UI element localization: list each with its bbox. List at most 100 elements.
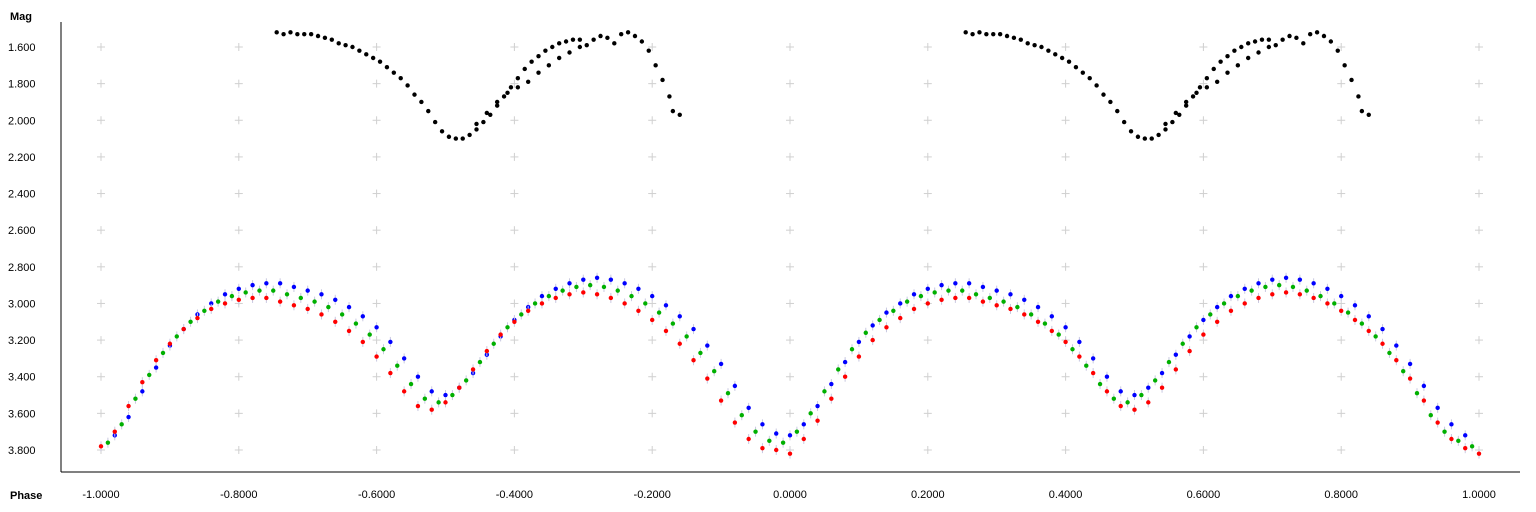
x-tick-label: -0.8000: [220, 489, 257, 501]
data-point: [1325, 286, 1330, 291]
data-point: [767, 438, 772, 444]
data-point: [1407, 361, 1413, 367]
data-point: [315, 33, 321, 39]
data-point: [963, 30, 968, 35]
data-point: [953, 281, 958, 286]
data-point: [209, 301, 214, 306]
data-point: [997, 31, 1003, 37]
data-point: [353, 321, 359, 326]
data-point: [277, 281, 283, 286]
data-point: [1097, 381, 1103, 387]
y-tick-label: 3.400: [8, 372, 36, 384]
data-point: [591, 37, 596, 42]
data-point: [395, 363, 400, 368]
y-tick-label: 2.600: [8, 225, 36, 237]
data-point: [1111, 396, 1117, 401]
data-point: [932, 290, 937, 295]
data-point: [1146, 385, 1151, 390]
data-point: [925, 301, 930, 306]
data-point: [581, 290, 586, 295]
data-point: [1087, 75, 1092, 81]
y-tick-label: 3.200: [8, 335, 36, 347]
data-point: [374, 354, 379, 359]
data-point: [215, 299, 221, 304]
data-point: [1166, 359, 1172, 365]
data-point: [601, 284, 607, 290]
data-point: [1366, 328, 1371, 334]
data-point: [439, 129, 445, 134]
data-point: [1201, 332, 1206, 337]
data-point: [560, 288, 565, 293]
data-point: [1463, 445, 1468, 451]
axes: [60, 22, 1520, 473]
data-point: [677, 112, 682, 117]
data-point: [1228, 308, 1234, 313]
data-point: [319, 292, 324, 297]
data-point: [529, 59, 534, 64]
data-point: [1170, 119, 1175, 125]
data-point: [1049, 328, 1055, 334]
data-point: [643, 301, 648, 306]
data-point: [1442, 429, 1447, 434]
data-point: [1318, 293, 1323, 299]
data-point: [718, 398, 724, 403]
data-point: [1335, 48, 1340, 53]
data-point: [1328, 39, 1334, 44]
data-point: [863, 330, 868, 335]
data-point: [746, 436, 751, 442]
data-point: [1456, 438, 1461, 444]
data-point: [546, 63, 552, 68]
data-point: [629, 293, 634, 299]
data-point: [1032, 42, 1037, 48]
data-point: [980, 299, 986, 304]
data-point: [953, 295, 958, 301]
data-point: [1183, 99, 1189, 105]
data-point: [653, 63, 658, 68]
data-point: [842, 374, 848, 379]
data-point: [388, 339, 393, 345]
data-point: [980, 284, 986, 290]
data-point: [532, 301, 538, 306]
data-point: [264, 281, 269, 286]
data-point: [1084, 363, 1089, 368]
data-point: [525, 79, 531, 85]
data-point: [598, 33, 603, 39]
data-point: [491, 341, 496, 346]
data-point: [801, 422, 806, 427]
data-point: [1053, 52, 1058, 57]
grid-markers: [97, 43, 1483, 454]
data-point: [147, 372, 152, 378]
data-point: [739, 412, 744, 418]
data-point: [1208, 312, 1213, 317]
data-point: [1449, 436, 1454, 442]
data-point: [488, 112, 493, 117]
data-point: [1245, 41, 1251, 46]
x-tick-label: 1.0000: [1462, 489, 1496, 501]
data-point: [842, 359, 848, 365]
data-point: [1008, 292, 1013, 297]
data-point: [960, 288, 965, 293]
data-point: [443, 392, 448, 398]
data-point: [543, 48, 548, 53]
data-point: [539, 293, 545, 299]
data-point: [429, 389, 434, 394]
data-point: [987, 295, 993, 301]
data-point: [1173, 110, 1179, 116]
data-point: [1242, 286, 1247, 291]
data-point: [536, 53, 541, 59]
data-point: [1359, 321, 1365, 326]
data-point: [1008, 306, 1013, 312]
data-point: [660, 77, 665, 83]
data-point: [1283, 275, 1289, 281]
data-point: [1342, 63, 1347, 68]
data-point: [453, 136, 459, 141]
data-point: [877, 317, 882, 323]
data-point: [105, 440, 111, 445]
data-point: [1214, 304, 1220, 310]
data-point: [1035, 319, 1041, 324]
data-point: [780, 440, 786, 445]
data-point: [519, 312, 524, 317]
data-point: [849, 347, 855, 352]
data-point: [705, 376, 710, 381]
data-point: [984, 31, 989, 37]
